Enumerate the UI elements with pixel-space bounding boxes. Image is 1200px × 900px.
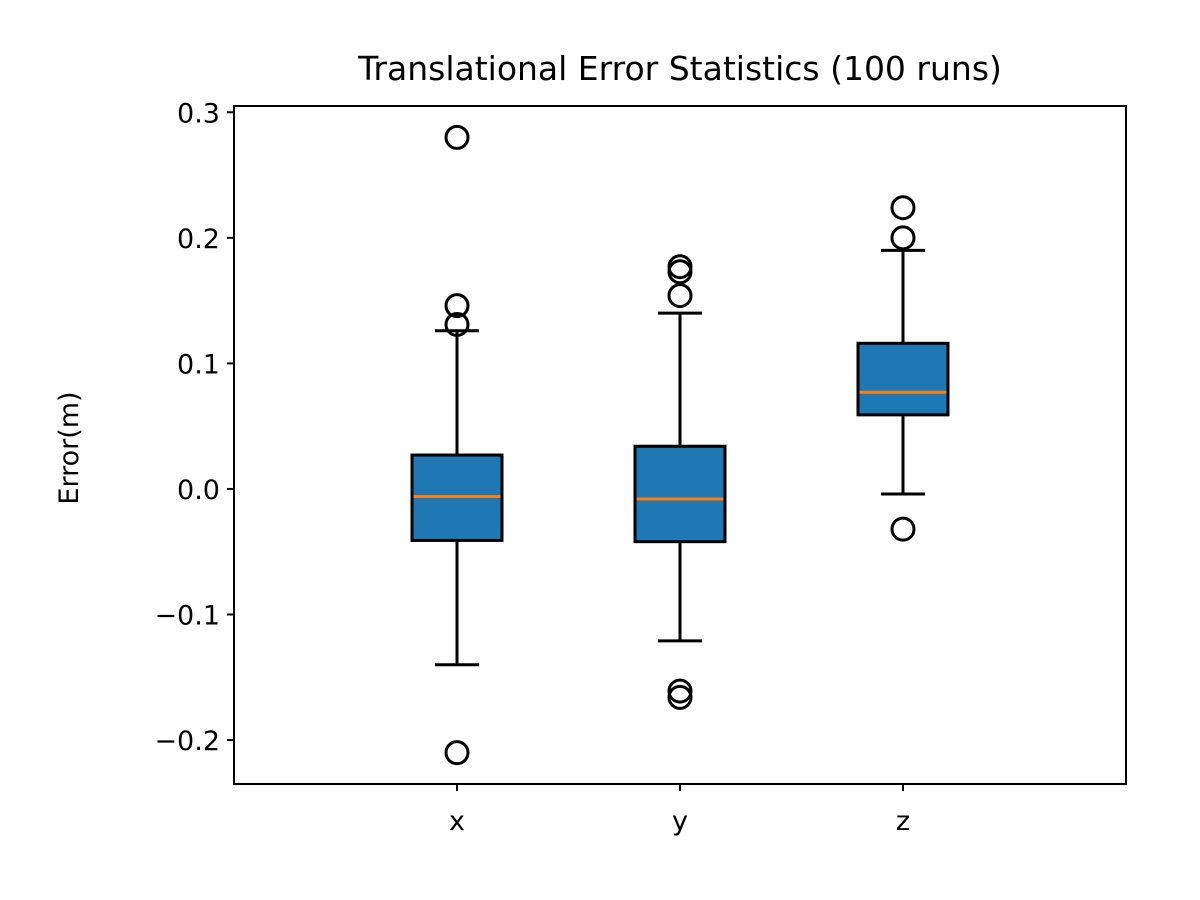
outlier-point (444, 124, 470, 150)
y-tick-label: 0.2 (177, 224, 220, 255)
y-tick-label: −0.2 (154, 726, 220, 757)
y-tick-label: 0.1 (177, 349, 220, 380)
outlier-point (890, 195, 916, 221)
outlier-point (444, 293, 470, 319)
x-axis: x y z (449, 784, 910, 837)
box-x (410, 124, 504, 766)
outlier-point (444, 311, 470, 337)
chart-title: Translational Error Statistics (100 runs… (357, 49, 1002, 88)
box-iqr (633, 444, 727, 544)
outlier-point (890, 516, 916, 542)
x-tick-label: z (896, 806, 910, 837)
boxes-group (410, 124, 950, 766)
x-tick-label: y (672, 806, 688, 837)
y-tick-label: 0.0 (177, 475, 220, 506)
x-tick-label: x (449, 806, 465, 837)
outlier-point (890, 225, 916, 251)
box-y (633, 254, 727, 710)
box-iqr (856, 341, 950, 417)
outlier-point (667, 684, 693, 710)
y-axis: −0.2 −0.1 0.0 0.1 0.2 0.3 (154, 98, 234, 757)
outlier-point (667, 678, 693, 704)
outlier-point (667, 254, 693, 280)
y-axis-label: Error(m) (54, 391, 85, 504)
outlier-point (667, 259, 693, 285)
outlier-point (667, 283, 693, 309)
y-tick-label: −0.1 (154, 601, 220, 632)
y-tick-label: 0.3 (177, 98, 220, 129)
outlier-point (444, 740, 470, 766)
box-z (856, 195, 950, 542)
